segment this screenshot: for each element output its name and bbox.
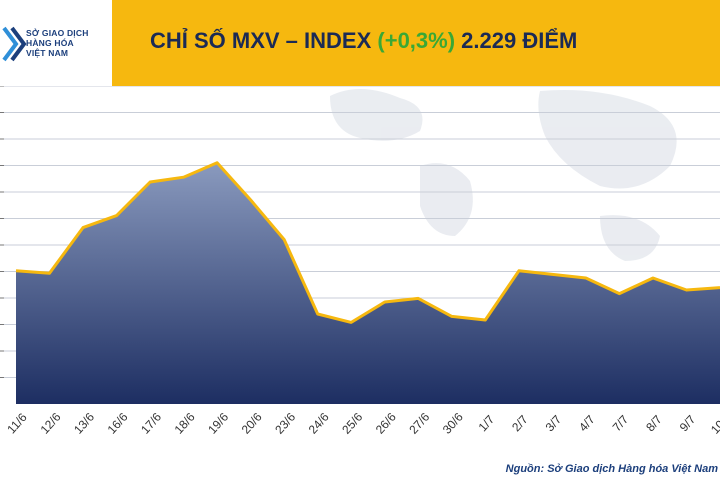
y-axis-ticks <box>0 86 4 378</box>
x-tick-label: 7/7 <box>610 412 632 434</box>
chart-plot: 11/6 12/6 13/6 16/6 17/6 18/6 19/6 20/6 23/6 24/6… <box>0 86 720 437</box>
x-tick-label: 8/7 <box>643 412 665 434</box>
logo: SỞ GIAO DỊCH HÀNG HÓA VIỆT NAM <box>0 0 112 86</box>
x-tick-label: 20/6 <box>239 410 265 437</box>
x-tick-label: 12/6 <box>38 410 64 437</box>
title-main: CHỈ SỐ MXV – INDEX <box>150 28 378 53</box>
title-change: (+0,3%) <box>377 28 456 53</box>
x-axis-labels: 11/6 12/6 13/6 16/6 17/6 18/6 19/6 20/6 23/6 24/6… <box>4 410 720 437</box>
x-tick-label: 26/6 <box>373 410 399 437</box>
area-fill <box>16 162 720 404</box>
chevron-arrows-logo-icon <box>2 26 27 62</box>
logo-line-2: HÀNG HÓA <box>26 38 74 48</box>
x-tick-label: 24/6 <box>306 410 332 437</box>
x-tick-label: 25/6 <box>339 410 365 437</box>
title-value: 2.229 ĐIỂM <box>455 28 578 53</box>
source-note: Nguồn: Sở Giao dịch Hàng hóa Việt Nam <box>505 463 718 475</box>
x-tick-label: 1/7 <box>476 412 498 434</box>
x-tick-label: 18/6 <box>172 410 198 437</box>
x-tick-label: 13/6 <box>71 410 97 437</box>
logo-text: SỞ GIAO DỊCH HÀNG HÓA VIỆT NAM <box>26 28 112 58</box>
x-tick-label: 10/7 <box>708 410 720 437</box>
x-tick-label: 17/6 <box>138 410 164 437</box>
world-map-background <box>330 88 677 261</box>
x-tick-label: 27/6 <box>406 410 432 437</box>
x-tick-label: 16/6 <box>105 410 131 437</box>
chart-title: CHỈ SỐ MXV – INDEX (+0,3%) 2.229 ĐIỂM <box>150 28 710 54</box>
x-tick-label: 30/6 <box>440 410 466 437</box>
x-tick-label: 19/6 <box>205 410 231 437</box>
x-tick-label: 3/7 <box>543 412 565 434</box>
series-line <box>15 161 720 324</box>
logo-line-1: SỞ GIAO DỊCH <box>26 28 89 38</box>
x-tick-label: 2/7 <box>509 412 531 434</box>
x-tick-label: 9/7 <box>677 412 699 434</box>
x-tick-label: 23/6 <box>272 410 298 437</box>
x-tick-label: 4/7 <box>576 412 598 434</box>
x-tick-label: 11/6 <box>4 410 30 436</box>
header-banner <box>0 0 720 86</box>
logo-line-3: VIỆT NAM <box>26 48 69 58</box>
